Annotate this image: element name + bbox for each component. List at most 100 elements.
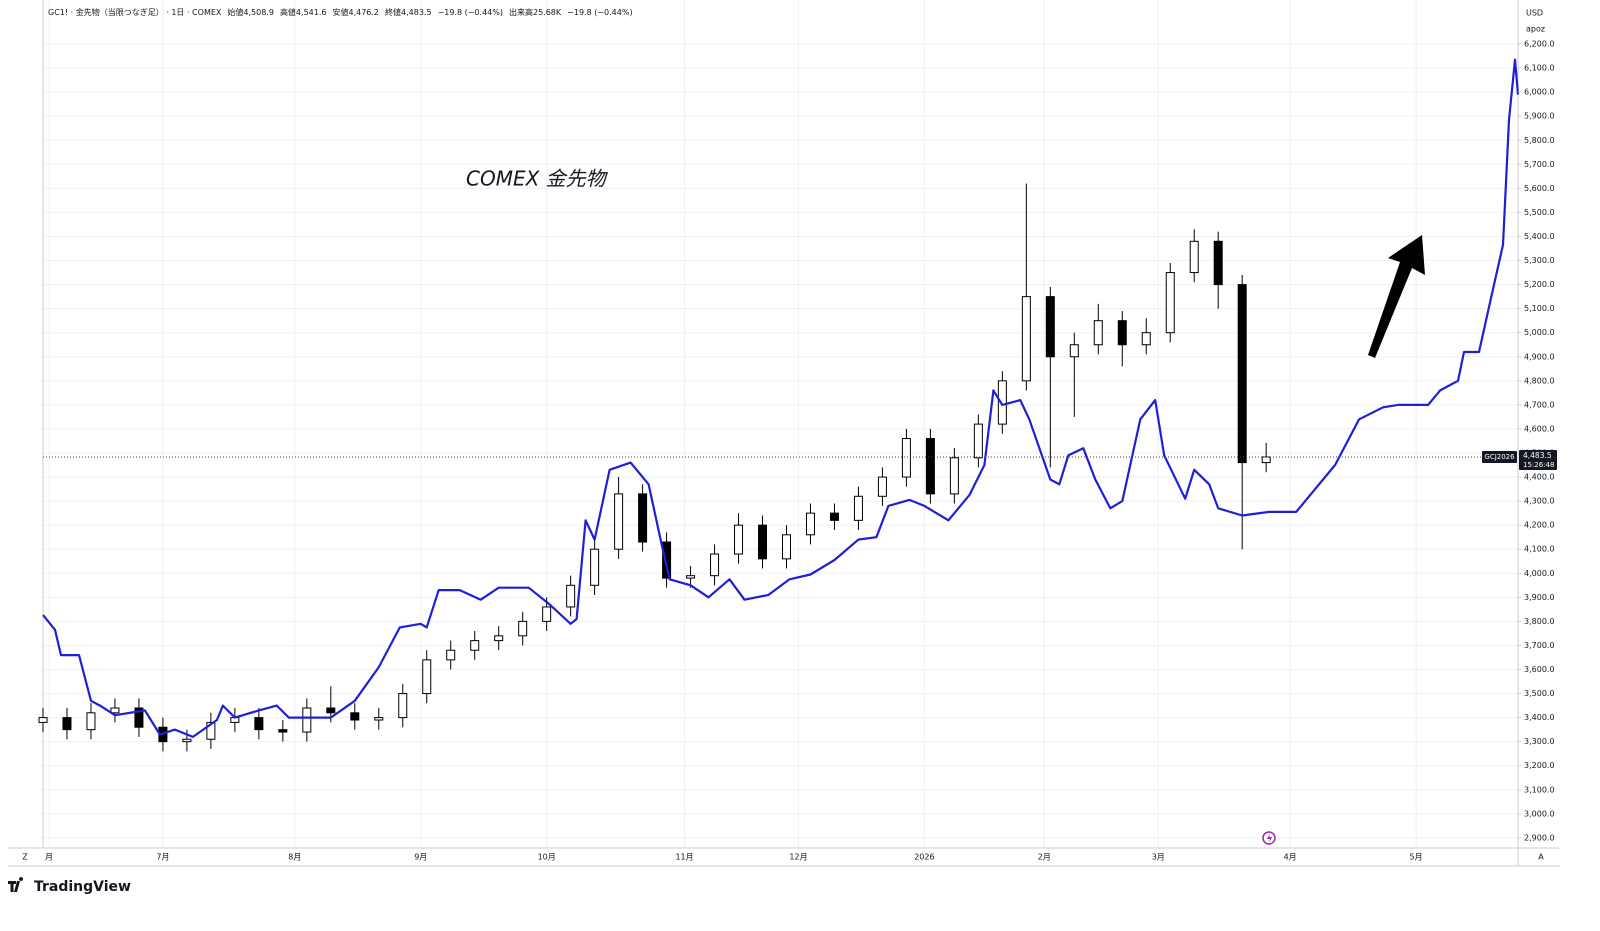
candle-body: [1189, 240, 1199, 274]
candle-body: [494, 635, 504, 642]
candle: [686, 566, 696, 588]
candle-body: [1237, 284, 1247, 464]
y-tick-label: 4,200.0: [1524, 521, 1555, 530]
x-tick-label: 9月: [414, 853, 427, 862]
x-tick-label: 2026: [914, 853, 934, 862]
candle: [1021, 183, 1031, 391]
candle-body: [590, 548, 600, 586]
event-icon[interactable]: [1262, 831, 1276, 845]
y-tick-label: 5,200.0: [1524, 280, 1555, 289]
candle: [182, 729, 192, 752]
x-tick-label: 月: [45, 853, 53, 862]
x-tick-label: 10月: [538, 853, 556, 862]
y-tick-label: 4,800.0: [1524, 376, 1555, 385]
legend-item: 始値4,508.9: [227, 7, 274, 17]
candle-body: [566, 584, 576, 608]
y-tick-label: 5,700.0: [1524, 160, 1555, 169]
candle-body: [662, 541, 672, 579]
candle: [1045, 286, 1055, 468]
y-tick-label: 5,500.0: [1524, 208, 1555, 217]
x-tick-label: 8月: [288, 853, 301, 862]
candle-body: [781, 534, 791, 560]
candle: [254, 707, 264, 740]
candle: [62, 707, 72, 740]
candle-body: [1213, 240, 1223, 286]
candle-body: [350, 712, 360, 721]
y-tick-label: 3,700.0: [1524, 641, 1555, 650]
corner-right[interactable]: A: [1538, 853, 1544, 862]
event-icon-bolt: [1267, 833, 1272, 843]
candle: [829, 503, 839, 530]
candle: [997, 371, 1007, 434]
y-tick-label: 5,000.0: [1524, 328, 1555, 337]
candle-body: [542, 606, 552, 622]
annotation: COMEX 金先物: [466, 167, 609, 191]
candle: [949, 448, 959, 504]
x-tick-label: 2月: [1038, 853, 1051, 862]
candle: [1093, 303, 1103, 355]
candle-body: [1069, 344, 1079, 358]
candle: [1069, 332, 1079, 417]
candle-body: [877, 476, 887, 497]
candle-body: [278, 729, 288, 733]
candle: [470, 631, 480, 660]
legend-item: 出来高25.68K: [509, 7, 562, 17]
currency-box[interactable]: [1522, 4, 1556, 38]
candle: [734, 513, 744, 564]
candle-body: [638, 493, 648, 543]
legend-item: 安値4,476.2: [332, 7, 379, 17]
y-tick-label: 4,600.0: [1524, 424, 1555, 433]
candle: [781, 525, 791, 569]
candle: [1237, 274, 1247, 550]
candle-body: [1093, 320, 1103, 346]
x-tick-label: 12月: [789, 853, 807, 862]
y-tick-label: 6,100.0: [1524, 64, 1555, 73]
y-tick-label: 3,100.0: [1524, 785, 1555, 794]
candle-body: [470, 640, 480, 651]
legend-item: −19.8 (−0.44%): [567, 8, 632, 17]
candle-body: [901, 438, 911, 478]
candle-body: [374, 717, 384, 721]
legend-item: GC1! · 金先物（当限つなぎ足） · 1日 · COMEX: [48, 7, 222, 17]
y-tick-label: 6,000.0: [1524, 88, 1555, 97]
candle: [518, 611, 528, 646]
candle-body: [206, 721, 216, 740]
candle: [710, 544, 720, 586]
y-tick-label: 3,900.0: [1524, 593, 1555, 602]
corner-left[interactable]: Z: [22, 853, 28, 862]
price-tag-time: 15:26:48: [1523, 461, 1554, 469]
candle-body: [805, 512, 815, 536]
brand-logo: [8, 877, 24, 892]
candle: [302, 698, 312, 742]
candle: [206, 712, 216, 749]
candle: [110, 698, 120, 723]
y-tick-label: 4,300.0: [1524, 497, 1555, 506]
legend-header: GC1! · 金先物（当限つなぎ足） · 1日 · COMEX 始値4,508.9…: [48, 7, 633, 17]
candle: [374, 707, 384, 730]
candle-body: [302, 707, 312, 733]
y-tick-label: 5,400.0: [1524, 232, 1555, 241]
candle-body: [734, 524, 744, 555]
y-tick-label: 3,200.0: [1524, 761, 1555, 770]
candle: [853, 486, 863, 530]
candle: [805, 503, 815, 545]
candle: [638, 484, 648, 552]
y-tick-label: 3,400.0: [1524, 713, 1555, 722]
up-arrow: [1368, 235, 1425, 358]
x-tick-label: 4月: [1284, 853, 1297, 862]
y-tick-label: 4,700.0: [1524, 400, 1555, 409]
candle: [278, 720, 288, 742]
x-tick-label: 11月: [675, 853, 693, 862]
candle-body: [1141, 332, 1151, 346]
candle-body: [1165, 272, 1175, 334]
candle-body: [326, 707, 336, 714]
candle: [901, 428, 911, 487]
brand: TradingView: [8, 877, 131, 895]
candle-body: [86, 712, 96, 731]
candle: [973, 414, 983, 468]
x-tick-label: 3月: [1152, 853, 1165, 862]
candle: [1189, 229, 1199, 283]
brand-name: TradingView: [34, 879, 131, 895]
y-tick-label: 4,900.0: [1524, 352, 1555, 361]
candle-body: [686, 575, 696, 579]
